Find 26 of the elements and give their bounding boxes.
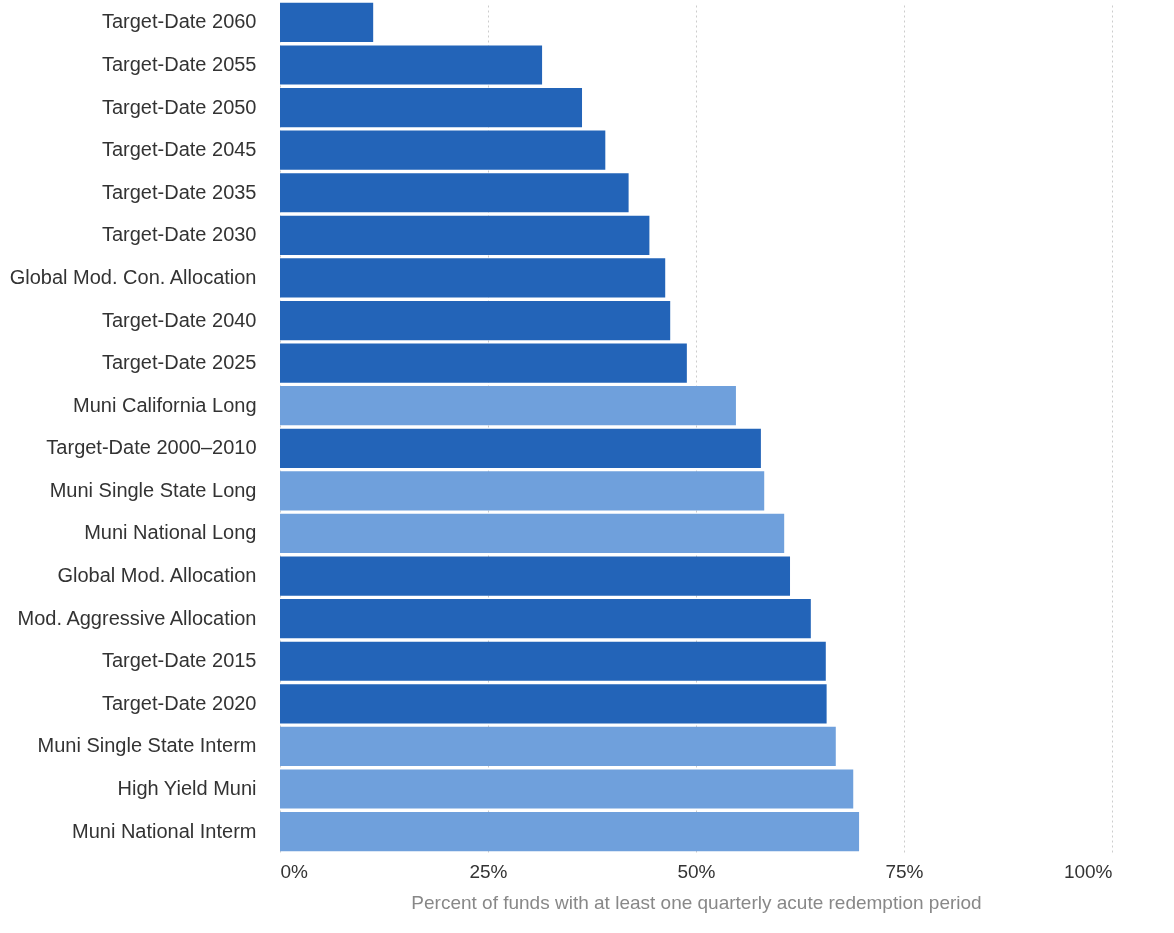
y-tick-label: Global Mod. Allocation	[57, 564, 257, 587]
x-tick-label: 75%	[885, 860, 924, 882]
y-tick-label: Muni National Long	[84, 521, 257, 544]
y-tick-label: Target-Date 2040	[101, 308, 257, 331]
x-tick-label: 50%	[677, 860, 716, 882]
y-tick-label: Target-Date 2025	[101, 351, 257, 374]
y-tick-label: Target-Date 2045	[101, 138, 257, 161]
y-tick-label: Mod. Aggressive Allocation	[17, 606, 257, 629]
y-tick-label: Muni California Long	[73, 393, 257, 416]
x-tick-label: 100%	[1063, 860, 1113, 882]
y-tick-label: Muni Single State Long	[49, 478, 257, 501]
y-tick-label: Target-Date 2055	[101, 53, 257, 76]
y-tick-label: Muni Single State Interm	[37, 734, 257, 757]
y-tick-label: Muni National Interm	[71, 819, 257, 842]
y-tick-label: High Yield Muni	[117, 776, 257, 799]
x-tick-label: 25%	[469, 860, 508, 882]
y-tick-label: Target-Date 2000–2010	[46, 436, 257, 459]
y-tick-label: Target-Date 2035	[101, 180, 257, 203]
y-tick-label: Target-Date 2060	[101, 10, 257, 33]
x-tick-label: 0%	[280, 860, 309, 882]
y-tick-label: Target-Date 2030	[101, 223, 257, 246]
y-tick-label: Target-Date 2050	[101, 95, 257, 118]
x-axis-title: Percent of funds with at least one quarterly acute redemption period	[411, 891, 982, 913]
y-tick-label: Target-Date 2020	[101, 691, 257, 714]
y-tick-label: Global Mod. Con. Allocation	[9, 265, 257, 288]
y-tick-label: Target-Date 2015	[101, 649, 257, 672]
